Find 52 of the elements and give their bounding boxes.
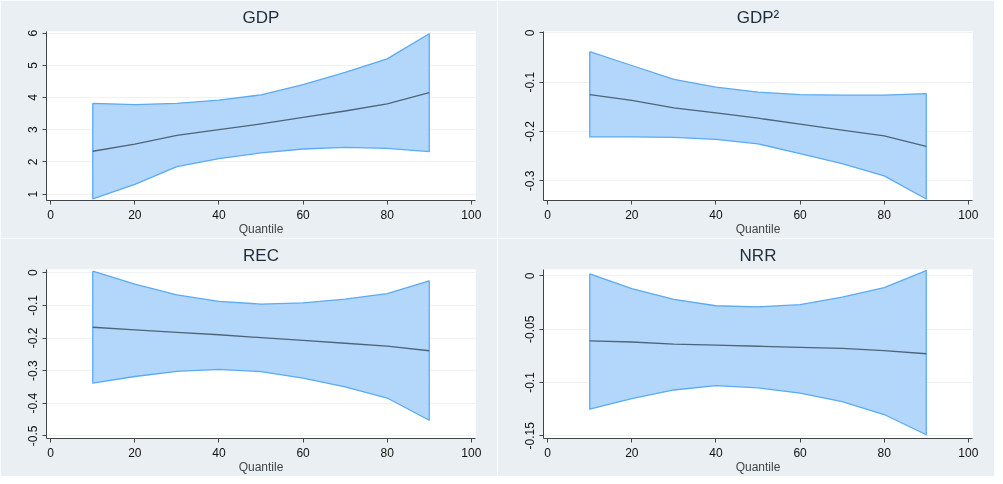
x-tick-label: 80: [877, 207, 892, 222]
y-tick-label: -0.2: [26, 327, 41, 349]
y-tick-label: -0.4: [26, 392, 41, 414]
x-tick-label: 0: [544, 445, 552, 460]
y-tick-label: 3: [26, 126, 41, 134]
y-tick-label: -0.05: [523, 315, 538, 343]
y-tick-label: 1: [26, 190, 41, 198]
x-tick-label: 40: [709, 207, 723, 222]
chart-title: GDP: [242, 7, 280, 27]
x-tick-label: 80: [877, 445, 892, 460]
y-tick-label: 5: [26, 61, 41, 69]
x-tick-label: 40: [709, 445, 723, 460]
chart-title: GDP²: [736, 7, 780, 27]
x-axis-title: Quantile: [735, 459, 781, 474]
y-tick-label: 4: [26, 93, 41, 101]
y-tick-label: -0.5: [26, 425, 41, 447]
y-tick-label: -0.1: [26, 294, 41, 316]
y-tick-label: 0: [523, 272, 538, 280]
chart-title: NRR: [739, 245, 777, 265]
x-tick-label: 60: [296, 445, 311, 460]
x-tick-label: 100: [461, 445, 482, 460]
x-tick-label: 20: [625, 445, 639, 460]
x-tick-label: 100: [958, 207, 979, 222]
x-tick-label: 0: [544, 207, 552, 222]
x-axis-title: Quantile: [735, 221, 781, 236]
x-tick-label: 20: [625, 207, 639, 222]
x-tick-label: 0: [47, 445, 55, 460]
y-tick-label: 0: [523, 29, 538, 37]
y-tick-label: -0.2: [523, 120, 538, 142]
y-tick-label: 2: [26, 158, 41, 166]
x-tick-label: 60: [296, 207, 311, 222]
x-tick-label: 100: [958, 445, 979, 460]
x-tick-label: 80: [380, 207, 395, 222]
x-tick-label: 20: [128, 445, 142, 460]
x-tick-label: 60: [793, 207, 808, 222]
x-tick-label: 20: [128, 207, 142, 222]
y-tick-label: -0.15: [523, 421, 538, 450]
x-tick-label: 80: [380, 445, 395, 460]
x-axis-title: Quantile: [238, 221, 284, 236]
y-tick-label: -0.3: [26, 359, 41, 381]
x-tick-label: 100: [461, 207, 482, 222]
x-tick-label: 0: [47, 207, 55, 222]
x-tick-label: 40: [212, 445, 226, 460]
chart-title: REC: [243, 245, 279, 265]
y-tick-label: 0: [26, 269, 41, 277]
x-axis-title: Quantile: [238, 459, 284, 474]
x-tick-label: 60: [793, 445, 808, 460]
y-tick-label: -0.3: [523, 170, 538, 192]
x-tick-label: 40: [212, 207, 226, 222]
y-tick-label: -0.1: [523, 71, 538, 93]
y-tick-label: -0.1: [523, 371, 538, 393]
y-tick-label: 6: [26, 29, 41, 37]
